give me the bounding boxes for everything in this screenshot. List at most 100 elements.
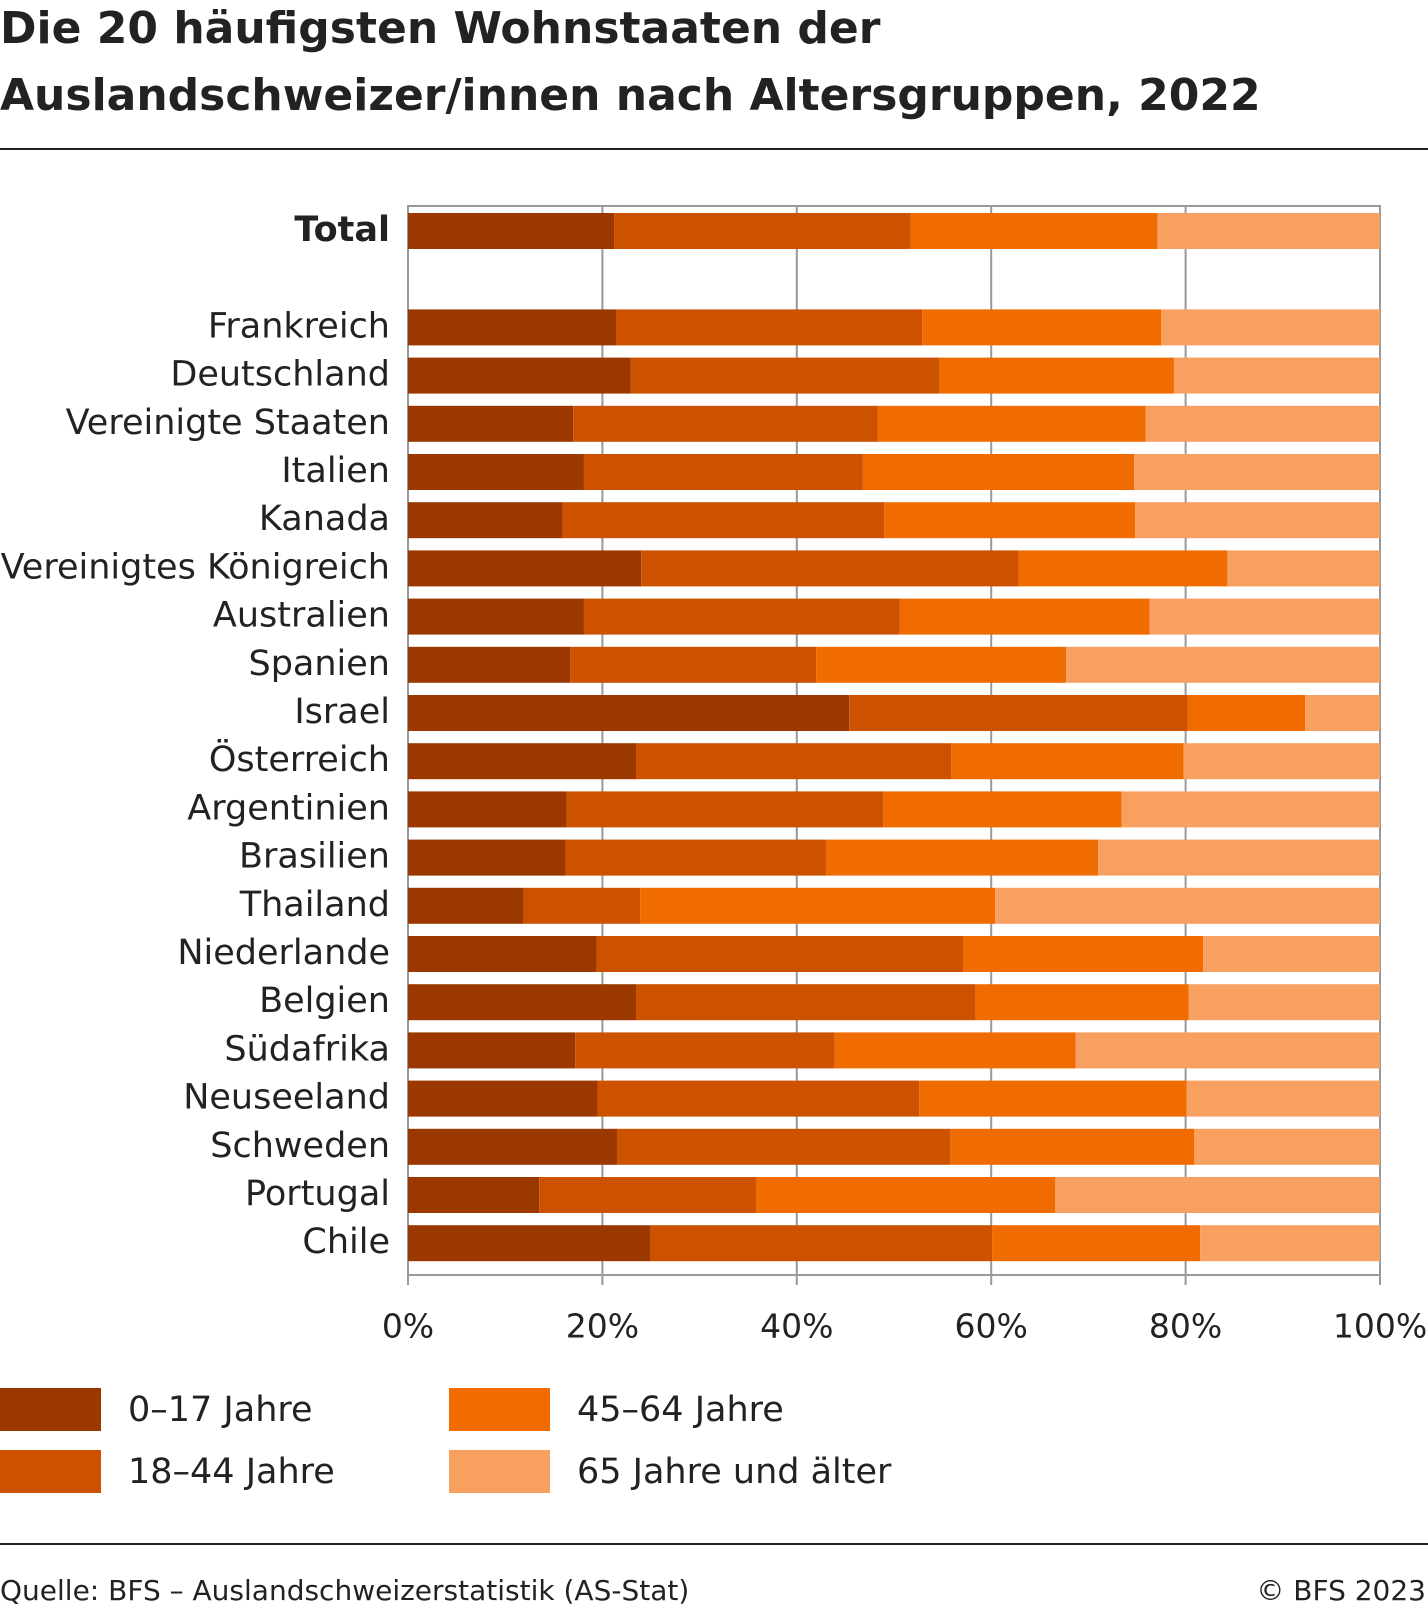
bar-segment (1055, 1177, 1380, 1213)
bar-segment (877, 405, 1146, 442)
legend-swatch (0, 1450, 101, 1493)
y-tick-label: Frankreich (208, 306, 390, 346)
bar-segment (408, 695, 850, 731)
plot-border (407, 205, 1381, 1276)
bar-segment (1075, 1032, 1380, 1069)
bar-segment (950, 1128, 1195, 1165)
bar-segment (755, 1177, 1056, 1213)
bar-segment (408, 743, 637, 780)
bar-segment (1134, 454, 1380, 490)
y-tick-label: Thailand (239, 885, 390, 925)
y-tick-label: Schweden (210, 1126, 390, 1166)
bar-segment (899, 598, 1150, 635)
bar-segment (1098, 839, 1380, 876)
bar-segment (523, 887, 641, 924)
bar-segment (616, 309, 923, 346)
chart-title-line: Die 20 häufigsten Wohnstaaten der (0, 3, 881, 54)
source: Quelle: BFS – Auslandschweizerstatistik … (0, 1574, 689, 1607)
bar-segment (408, 1177, 540, 1213)
bar-segment (1161, 309, 1380, 346)
y-tick-label: Deutschland (170, 355, 390, 395)
bar-segment (650, 1225, 993, 1262)
bar-segment (408, 550, 642, 587)
bar-segment (583, 598, 900, 635)
bar-segment (539, 1177, 756, 1213)
bar-segment (408, 1128, 617, 1165)
y-tick-label: Österreich (209, 738, 390, 780)
bar-segment (408, 309, 617, 346)
y-tick-label: Portugal (245, 1174, 390, 1214)
y-tick-label: Australien (213, 596, 390, 636)
legend-label: 45–64 Jahre (577, 1390, 784, 1430)
bar-segment (597, 1080, 920, 1117)
bar-segment (566, 791, 884, 828)
legend-swatch (449, 1450, 550, 1493)
bar-segment (1149, 598, 1380, 635)
bar-segment (951, 743, 1184, 780)
bar-segment (1194, 1128, 1380, 1165)
bar-segment (596, 936, 964, 972)
bar-segment (583, 454, 863, 490)
bar-segment (1200, 1225, 1380, 1262)
legend-label: 65 Jahre und älter (577, 1452, 892, 1492)
bar-segment (616, 1128, 951, 1165)
y-tick-label: Südafrika (224, 1029, 390, 1069)
bar-segment (408, 1080, 598, 1117)
bar-segment (834, 1032, 1076, 1069)
bar-segment (1227, 550, 1380, 587)
bar-segment (565, 839, 826, 876)
x-tick-label: 60% (955, 1307, 1028, 1346)
x-tick-label: 80% (1149, 1307, 1222, 1346)
bar-segment (408, 454, 584, 490)
bar-segment (408, 1225, 651, 1262)
legend-label: 0–17 Jahre (128, 1390, 313, 1430)
bar-segment (408, 936, 597, 972)
bar-segment (975, 984, 1189, 1021)
bar-segment (614, 213, 911, 249)
x-tick-label: 100% (1333, 1307, 1427, 1346)
copyright: © BFS 2023 (1256, 1574, 1426, 1607)
x-tick-label: 0% (382, 1307, 434, 1346)
bar-segment (408, 984, 637, 1021)
bar-segment (922, 309, 1162, 346)
bar-segment (1145, 405, 1380, 442)
bar-segment (1305, 695, 1380, 731)
bar-segment (408, 887, 524, 924)
bar-segment (1018, 550, 1228, 587)
bar-segment (575, 1032, 835, 1069)
bar-segment (1183, 743, 1380, 780)
x-tick-label: 20% (566, 1307, 639, 1346)
bar-segment (640, 887, 996, 924)
bar-segment (1187, 695, 1306, 731)
chart-title-line: Auslandschweizer/innen nach Altersgruppe… (0, 70, 1261, 121)
bar-segment (849, 695, 1188, 731)
legend-label: 18–44 Jahre (128, 1452, 335, 1492)
bar-segment (1135, 502, 1380, 539)
y-tick-label: Argentinien (187, 788, 390, 828)
bar-segment (636, 743, 952, 780)
bar-segment (1186, 1080, 1380, 1117)
bar-segment (408, 213, 615, 249)
bar-segment (862, 454, 1135, 490)
legend-swatch (449, 1388, 550, 1431)
y-tick-label: Spanien (248, 644, 390, 684)
bar-segment (883, 791, 1122, 828)
y-tick-label: Niederlande (177, 933, 390, 973)
bar-segment (992, 1225, 1201, 1262)
bar-segment (1203, 936, 1380, 972)
bar-segment (641, 550, 1019, 587)
bar-segment (825, 839, 1099, 876)
bar-segment (636, 984, 976, 1021)
bar-segment (562, 502, 885, 539)
bar-segment (408, 405, 574, 442)
bar-segment (995, 887, 1380, 924)
bar-segment (1173, 357, 1380, 394)
bar-segment (408, 839, 566, 876)
y-tick-label: Vereinigte Staaten (66, 403, 390, 443)
y-tick-label: Italien (281, 451, 390, 491)
x-tick-label: 40% (760, 1307, 833, 1346)
bar-segment (408, 502, 563, 539)
legend-swatch (0, 1388, 101, 1431)
bar-segment (884, 502, 1136, 539)
